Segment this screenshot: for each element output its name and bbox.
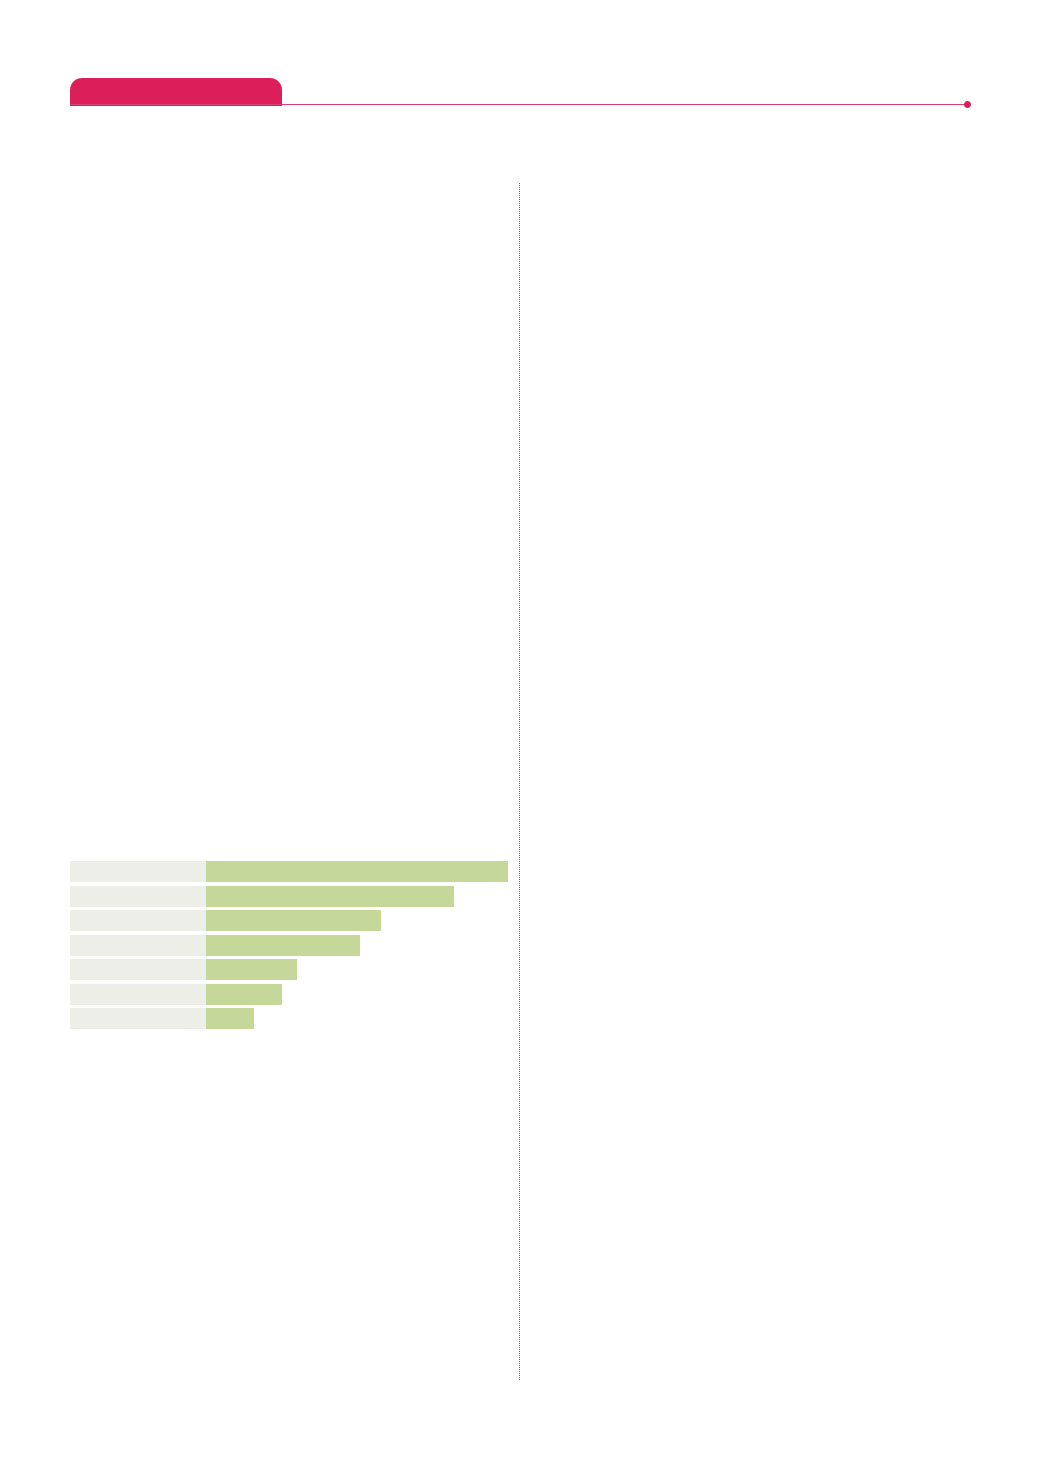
bar [206,910,382,931]
bar-label-cell [70,959,206,980]
bar-label-cell [70,983,206,1005]
bar-row [70,885,510,907]
header-rule [70,104,968,105]
horizontal-bar-chart [70,861,510,1031]
bar [206,1008,255,1029]
bar-label-cell [70,885,206,907]
section-header-tab [70,78,282,106]
bar [206,983,282,1005]
bar-row [70,910,510,931]
bar-label-cell [70,861,206,882]
bar [206,959,297,980]
column-divider [519,183,520,1380]
bar-row [70,1008,510,1029]
bar-row [70,934,510,956]
header-rule-end-dot [964,101,971,108]
bar-row [70,959,510,980]
bar-label-cell [70,934,206,956]
bar [206,885,454,907]
bar-row [70,983,510,1005]
bar [206,861,508,882]
bar-label-cell [70,1008,206,1029]
bar-row [70,861,510,882]
bar [206,934,361,956]
bar-label-cell [70,910,206,931]
